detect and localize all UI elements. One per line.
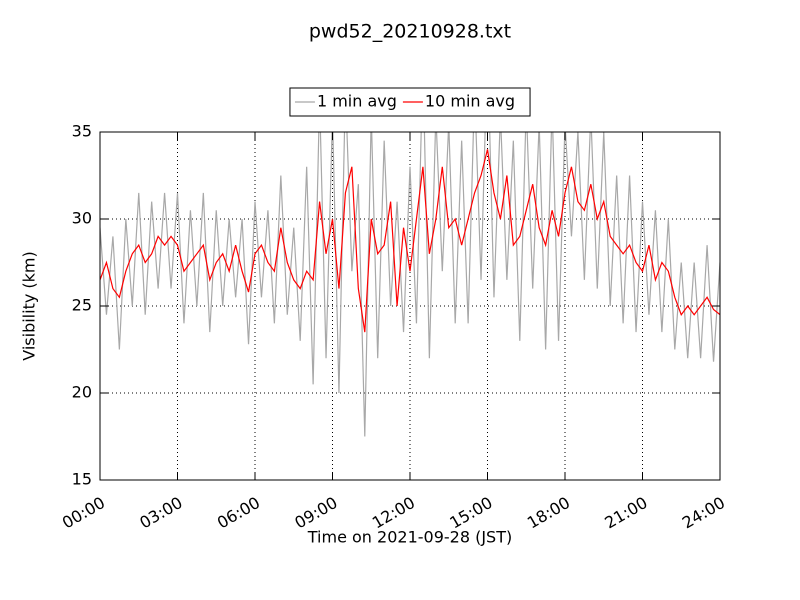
plot-area: [100, 132, 720, 437]
legend: 1 min avg 10 min avg: [289, 87, 531, 117]
y-axis-label: Visibility (km): [20, 251, 39, 360]
legend-label: 1 min avg: [317, 92, 397, 111]
legend-label: 10 min avg: [425, 92, 515, 111]
y-tick-label: 30: [72, 209, 92, 228]
y-tick-label: 15: [72, 470, 92, 489]
y-tick-label: 25: [72, 296, 92, 315]
x-axis-label: Time on 2021-09-28 (JST): [307, 528, 512, 547]
series-line: [100, 132, 720, 437]
chart-title: pwd52_20210928.txt: [309, 21, 511, 43]
series-line: [100, 149, 720, 333]
y-tick-label: 35: [72, 122, 92, 141]
y-tick-label: 20: [72, 383, 92, 402]
